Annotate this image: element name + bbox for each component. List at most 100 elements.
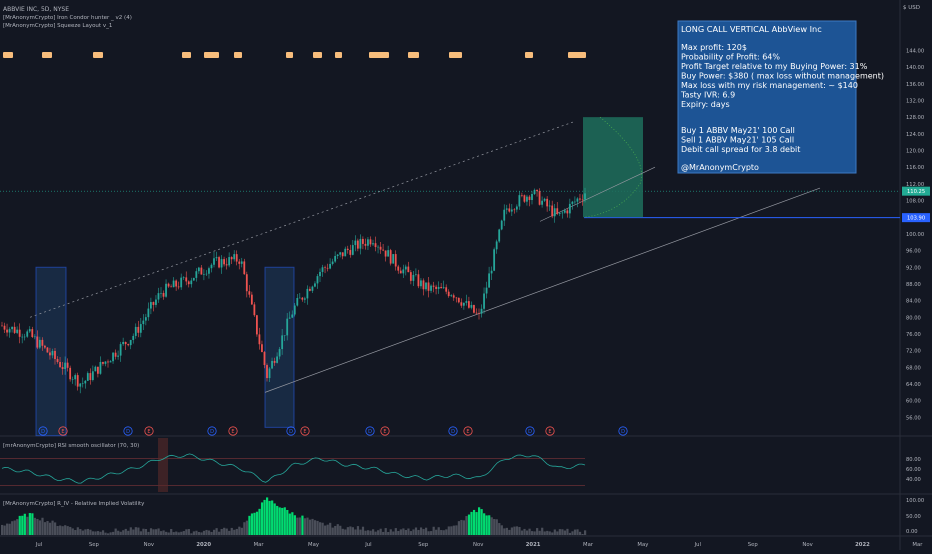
iv-bar [266, 497, 269, 535]
iv-bar [498, 523, 501, 535]
iv-bar [281, 507, 284, 535]
iv-bar [397, 530, 400, 535]
iv-bar [533, 531, 536, 535]
iv-bar [394, 528, 397, 535]
iv-bar [18, 515, 21, 535]
time-tick-label: Jul [35, 542, 42, 548]
iv-bar [402, 528, 405, 535]
iv-bar [578, 531, 582, 535]
iv-bar [190, 533, 193, 535]
iv-bar [172, 532, 175, 535]
iv-bar [447, 526, 450, 535]
iv-bar [525, 530, 529, 535]
candle-body [543, 198, 546, 201]
iv-bar [46, 521, 49, 535]
candle-body [1, 325, 3, 327]
rsi-line [1, 453, 586, 484]
iv-bar [202, 530, 206, 535]
indicator-label[interactable]: [MrAnonymCrypto] Iron Condor hunter _ v2… [3, 15, 132, 21]
iv-bar [160, 531, 163, 535]
dividend-marker [618, 426, 628, 436]
iv-bar [137, 527, 140, 535]
candle-body [329, 263, 331, 269]
candle-body [508, 208, 511, 212]
candle-body [326, 267, 329, 269]
event-marker-label: D [451, 429, 455, 435]
iv-bar [478, 507, 481, 535]
iv-bar [349, 526, 352, 535]
price-tick-label: 96.00 [906, 249, 921, 255]
event-marker-label: D [289, 429, 293, 435]
time-tick-label: Jul [694, 542, 701, 548]
iv-bar [157, 528, 160, 535]
candle-body [533, 189, 536, 194]
iv-bar [392, 531, 395, 535]
iv-bar [548, 531, 551, 535]
iv-bar [543, 531, 546, 535]
candle-body [107, 361, 109, 363]
price-tick-label: 80.00 [906, 315, 921, 321]
iv-bar [119, 531, 122, 535]
candle-body [369, 239, 372, 245]
iv-bar [276, 505, 279, 535]
iv-bar [457, 521, 461, 535]
candle-body [478, 313, 480, 314]
iv-bar [187, 529, 190, 535]
candle-body [97, 366, 99, 374]
iv-bar [152, 529, 155, 535]
candle-body [581, 199, 584, 201]
trade-line: Sell 1 ABBV May21' 105 Call [681, 136, 794, 145]
candle-body [571, 201, 574, 204]
iv-bar [197, 532, 201, 535]
iv-bar [520, 530, 524, 535]
candle-body [356, 240, 359, 249]
iv-bar [260, 502, 264, 535]
price-tick-label: 128.00 [906, 115, 924, 121]
candle-body [99, 362, 102, 374]
iv-panel-label[interactable]: [MrAnonymCrypto] R_IV - Relative Implied… [3, 501, 145, 507]
rsi-panel-label[interactable]: [mrAnonymCrypto] RSI smooth oscillator (… [3, 443, 139, 449]
price-tick-label: 144.00 [906, 48, 924, 54]
candle-body [392, 254, 395, 264]
candle-body [41, 339, 44, 346]
squeeze-marker [234, 52, 242, 58]
candle-body [250, 294, 253, 305]
candle-body [112, 352, 114, 362]
time-tick-label: Jul [364, 542, 371, 548]
squeeze-marker [408, 52, 419, 58]
iv-bar [412, 529, 415, 535]
candle-body [389, 250, 392, 264]
time-tick-label: Mar [583, 542, 594, 548]
iv-bar [361, 526, 365, 535]
candle-body [579, 198, 581, 200]
earnings-marker [144, 426, 154, 436]
iv-bar [321, 522, 324, 535]
iv-bar [556, 531, 559, 535]
candle-body [286, 318, 289, 336]
iv-bar [43, 522, 47, 535]
iv-bar [472, 509, 476, 535]
current-price-tag [902, 186, 930, 196]
candle-body [129, 340, 132, 346]
candle-body [531, 193, 533, 201]
candle-body [266, 365, 268, 379]
candle-body [13, 326, 16, 333]
iv-bar [218, 531, 221, 535]
iv-bar [200, 532, 203, 535]
channel-upper-line [29, 120, 576, 318]
candle-body [220, 259, 223, 268]
indicator-label[interactable]: [MrAnonymCrypto] Squeeze Layout v_1 [3, 23, 112, 29]
iv-bar [64, 525, 67, 535]
trade-info-box[interactable]: LONG CALL VERTICAL AbbView Inc Max profi… [677, 20, 884, 174]
iv-bar [409, 531, 413, 535]
iv-bar [271, 500, 274, 535]
trade-line: Debit call spread for 3.8 debit [681, 145, 800, 154]
iv-bar [298, 517, 302, 535]
target-price-tag [902, 213, 930, 223]
candle-body [399, 270, 402, 274]
iv-bar [205, 529, 208, 535]
iv-bar [245, 520, 249, 535]
candle-body [566, 210, 569, 214]
candle-body [367, 239, 369, 246]
